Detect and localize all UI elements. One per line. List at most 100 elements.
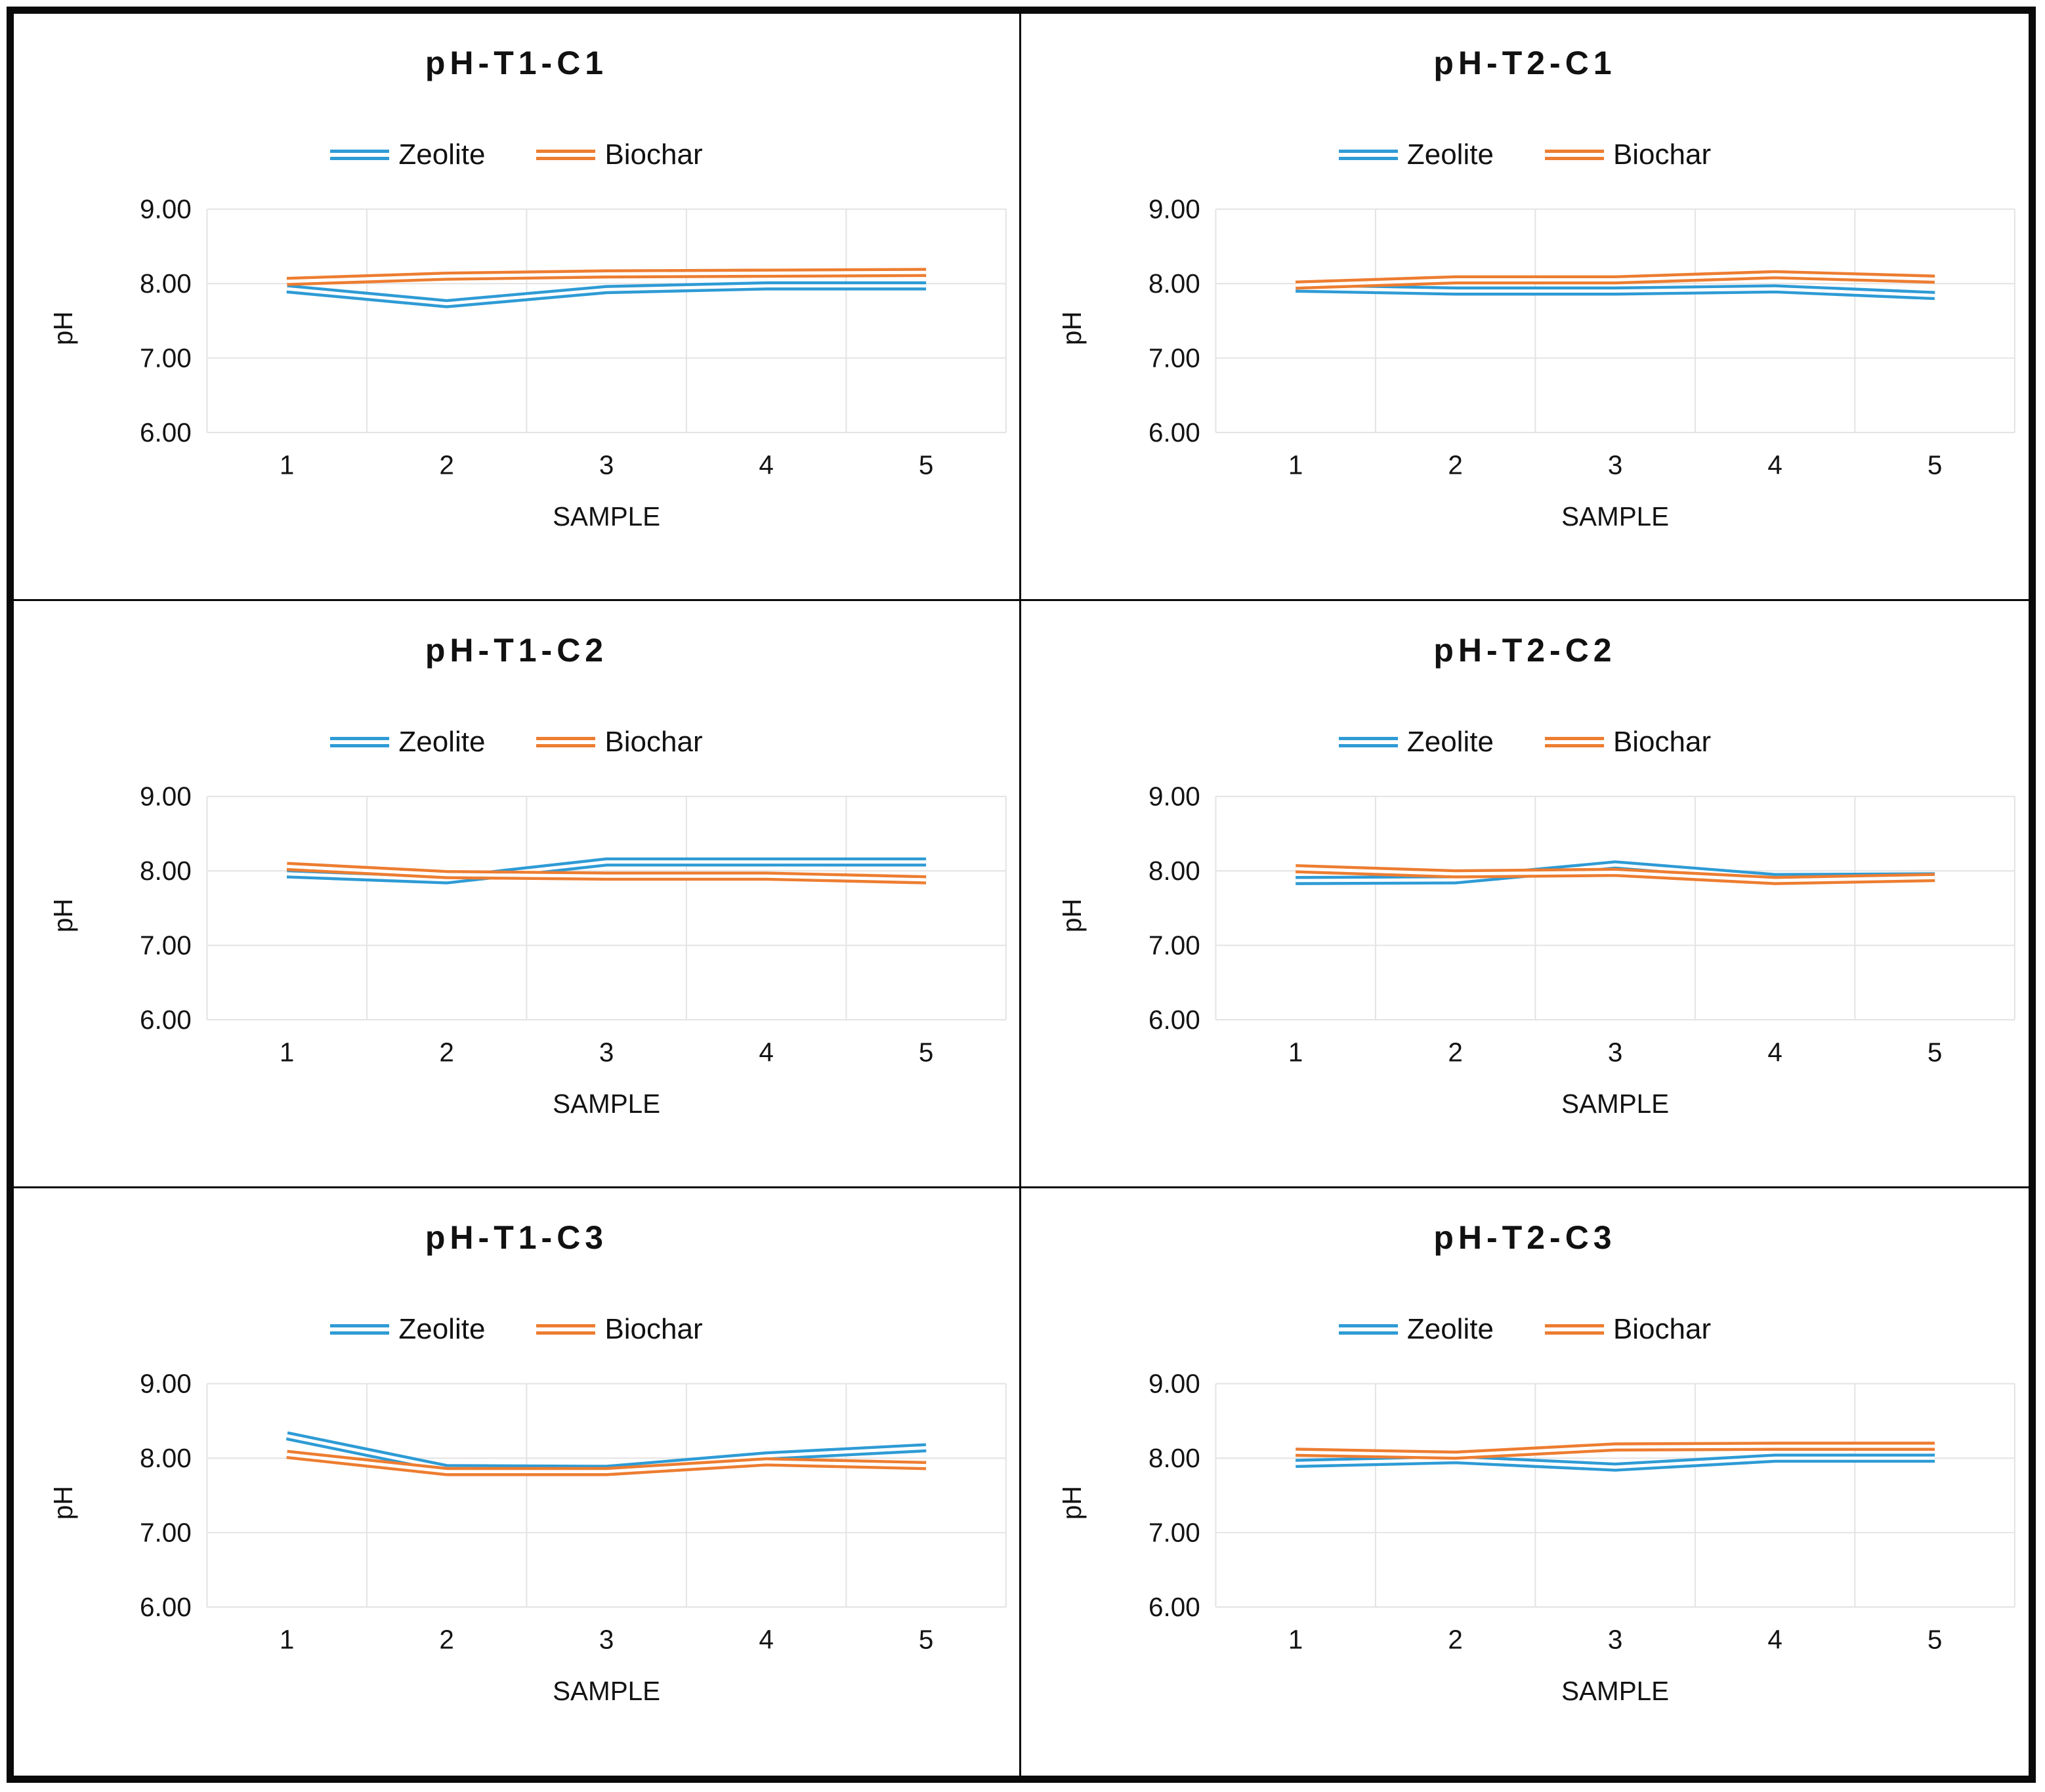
line-chart: 9.00 8.00 7.00 6.00 1 2 3 4 5 pH SAMPLE <box>1057 786 2015 1119</box>
panel-ph-t2-c1: pH-T2-C1 Zeolite Biochar 9.00 8.00 7.00 6.0… <box>1021 14 2029 601</box>
y-tick-label: 6.00 <box>1149 1592 1200 1622</box>
legend-item-biochar: Biochar <box>536 1313 703 1346</box>
legend-label-biochar: Biochar <box>1613 138 1712 171</box>
legend-label-biochar: Biochar <box>1613 1313 1712 1345</box>
legend-item-zeolite: Zeolite <box>1338 726 1494 759</box>
x-axis-title: SAMPLE <box>1561 1676 1669 1706</box>
panel-ph-t1-c1: pH-T1-C1 Zeolite Biochar 9.00 8.00 7.00 6.0… <box>14 14 1021 601</box>
y-axis-title: pH <box>48 898 78 932</box>
legend-item-biochar: Biochar <box>1544 1313 1712 1346</box>
zeolite-line-core <box>286 284 927 306</box>
x-axis-title: SAMPLE <box>1561 501 1669 531</box>
x-axis-title: SAMPLE <box>553 1676 660 1706</box>
x-tick-label: 4 <box>759 449 774 480</box>
legend-item-biochar: Biochar <box>1544 726 1712 759</box>
chart-title: pH-T2-C3 <box>1433 1219 1616 1256</box>
x-tick-label: 4 <box>759 1624 774 1654</box>
y-tick-label: 9.00 <box>1149 199 1200 224</box>
x-tick-label: 2 <box>1448 1037 1463 1067</box>
y-tick-label: 7.00 <box>140 343 192 373</box>
biochar-line-marker <box>1544 737 1604 747</box>
biochar-line-core <box>286 1453 927 1474</box>
panel-ph-t2-c3: pH-T2-C3 Zeolite Biochar 9.00 8.00 7.00 6.0… <box>1021 1188 2029 1776</box>
legend: Zeolite Biochar <box>1338 1313 1712 1346</box>
zeolite-line-marker <box>1338 737 1398 747</box>
biochar-line-marker <box>536 737 596 747</box>
legend-label-zeolite: Zeolite <box>1406 1313 1494 1345</box>
panel-ph-t1-c3: pH-T1-C3 Zeolite Biochar 9.00 8.00 7.00 6.0… <box>14 1188 1021 1776</box>
x-axis-title: SAMPLE <box>553 1089 660 1119</box>
y-tick-label: 6.00 <box>140 1005 192 1035</box>
x-tick-label: 1 <box>280 449 295 480</box>
x-tick-label: 1 <box>280 1624 295 1654</box>
legend-label-biochar: Biochar <box>1613 726 1712 758</box>
x-tick-label: 3 <box>599 449 614 480</box>
x-tick-label: 2 <box>439 1037 454 1067</box>
legend-item-zeolite: Zeolite <box>330 1313 485 1346</box>
y-tick-label: 8.00 <box>1149 1443 1200 1473</box>
chart-title: pH-T1-C1 <box>425 45 608 81</box>
y-tick-label: 7.00 <box>1149 1518 1200 1548</box>
y-tick-label: 9.00 <box>1149 1373 1200 1399</box>
y-tick-label: 6.00 <box>1149 1005 1200 1035</box>
legend-item-zeolite: Zeolite <box>1338 138 1494 171</box>
x-tick-label: 3 <box>599 1037 614 1067</box>
y-tick-label: 8.00 <box>140 1443 192 1473</box>
legend-item-biochar: Biochar <box>1544 138 1712 171</box>
x-tick-label: 5 <box>1927 449 1942 480</box>
y-axis-title: pH <box>48 311 78 345</box>
legend: Zeolite Biochar <box>330 726 703 759</box>
panel-ph-t1-c2: pH-T1-C2 Zeolite Biochar 9.00 8.00 7.00 6.0… <box>14 601 1021 1188</box>
x-tick-label: 3 <box>1607 1624 1622 1654</box>
y-tick-label: 7.00 <box>140 930 192 961</box>
biochar-line-core <box>1295 1444 1935 1457</box>
y-tick-label: 9.00 <box>1149 786 1200 812</box>
legend: Zeolite Biochar <box>1338 138 1712 171</box>
legend: Zeolite Biochar <box>1338 726 1712 759</box>
legend-label-zeolite: Zeolite <box>1406 726 1494 758</box>
x-tick-label: 2 <box>439 1624 454 1654</box>
legend-label-biochar: Biochar <box>604 1313 703 1345</box>
chart-title: pH-T2-C2 <box>1433 632 1616 669</box>
zeolite-line-marker <box>1338 150 1398 160</box>
x-tick-label: 5 <box>919 1624 934 1654</box>
x-tick-label: 4 <box>759 1037 774 1067</box>
x-tick-label: 5 <box>1927 1624 1942 1654</box>
x-tick-label: 1 <box>1288 1037 1303 1067</box>
legend-label-zeolite: Zeolite <box>1406 138 1494 171</box>
legend-item-biochar: Biochar <box>536 726 703 759</box>
y-tick-label: 6.00 <box>140 417 192 448</box>
x-tick-label: 2 <box>1448 449 1463 480</box>
legend-label-biochar: Biochar <box>604 138 703 171</box>
chart-title: pH-T1-C2 <box>425 632 608 669</box>
biochar-line-core <box>287 270 927 283</box>
zeolite-line-marker <box>330 737 390 747</box>
legend-label-biochar: Biochar <box>604 726 703 758</box>
y-tick-label: 8.00 <box>1149 268 1200 299</box>
figure-frame: pH-T1-C1 Zeolite Biochar 9.00 8.00 7.00 6.0… <box>7 7 2036 1783</box>
biochar-line-marker <box>536 150 596 160</box>
legend-label-zeolite: Zeolite <box>398 1313 486 1345</box>
legend-label-zeolite: Zeolite <box>398 138 486 171</box>
x-tick-label: 1 <box>280 1037 295 1067</box>
biochar-line-marker <box>1544 1324 1604 1335</box>
y-tick-label: 9.00 <box>140 786 192 812</box>
x-tick-label: 3 <box>1607 449 1622 480</box>
y-tick-label: 6.00 <box>140 1592 192 1622</box>
y-tick-label: 9.00 <box>140 1373 192 1399</box>
y-tick-label: 7.00 <box>140 1518 192 1548</box>
biochar-line-core <box>287 864 927 882</box>
legend: Zeolite Biochar <box>330 1313 703 1346</box>
legend: Zeolite Biochar <box>330 138 703 171</box>
line-chart: 9.00 8.00 7.00 6.00 1 2 3 4 5 pH SAMPLE <box>48 1373 1007 1706</box>
x-tick-label: 4 <box>1767 1037 1782 1067</box>
x-tick-label: 1 <box>1288 449 1303 480</box>
y-tick-label: 8.00 <box>1149 856 1200 886</box>
legend-item-zeolite: Zeolite <box>330 726 485 759</box>
legend-item-zeolite: Zeolite <box>330 138 485 171</box>
x-axis-title: SAMPLE <box>553 501 660 531</box>
zeolite-line-core <box>1295 1456 1935 1469</box>
x-tick-label: 5 <box>919 449 934 480</box>
zeolite-line-core <box>1295 286 1935 297</box>
